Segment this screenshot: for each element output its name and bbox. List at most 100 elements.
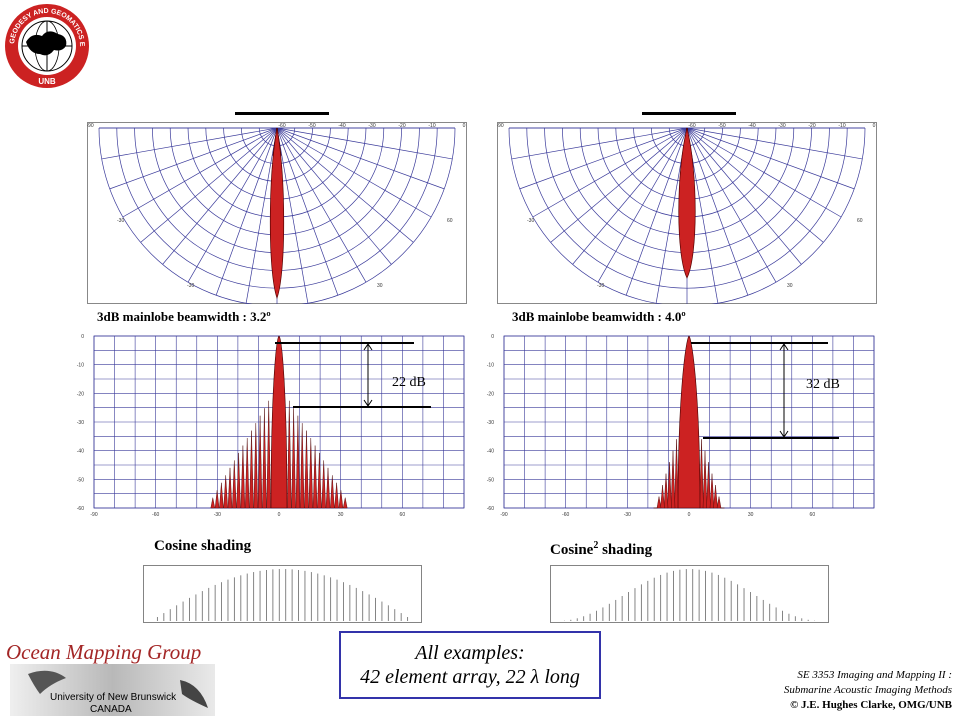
copyright: © J.E. Hughes Clarke, OMG/UNB [790, 699, 952, 711]
cartesian-sidelobe [706, 462, 711, 509]
cartesian-sidelobe [317, 452, 322, 509]
cartesian-sidelobe [674, 439, 679, 509]
polar-angle-label: -30 [368, 123, 375, 129]
cartesian-plot-left-svg: 0 -10 -20 -30 -40 -50 -60 -90 -60 -30 0 30 60 [77, 334, 465, 518]
cartesian-sidelobe [338, 490, 344, 509]
logo-bottom-text: UNB [38, 77, 56, 86]
cartesian-x-tick: -60 [562, 512, 569, 518]
cartesian-y-tick: -50 [77, 477, 84, 483]
polar-spoke [276, 127, 432, 218]
cartesian-sidelobe [312, 445, 318, 509]
course-line-1: SE 3353 Imaging and Mapping II : [797, 669, 952, 681]
cartesian-sidelobe [244, 438, 250, 509]
polar-angle-label: 0 [873, 123, 876, 129]
polar-spoke [140, 127, 278, 243]
polar-angle-label: -40 [338, 123, 345, 129]
beamwidth-caption-right: 3dB mainlobe beamwidth : 4.0º [512, 309, 686, 324]
polar-spoke [572, 127, 688, 265]
shading-plot-right-svg [550, 565, 829, 623]
cartesian-y-tick: -20 [487, 391, 494, 397]
cartesian-x-tick: -90 [90, 512, 97, 518]
polar-inner-label: 30 [377, 283, 383, 289]
polar-spoke [686, 127, 749, 296]
shading-plot-left [143, 565, 422, 623]
level-arrow-head-bottom [779, 430, 789, 438]
polar-spoke [276, 127, 453, 160]
array-bar-right [642, 112, 736, 115]
polar-inner-label: 60 [857, 218, 863, 224]
polar-angle-label: -10 [428, 123, 435, 129]
cartesian-x-tick: 60 [810, 512, 816, 518]
shading-title-right-sup: 2 [593, 540, 599, 551]
cartesian-sidelobe [304, 430, 309, 509]
polar-spoke [187, 127, 278, 283]
cartesian-sidelobe [223, 475, 228, 509]
cartesian-mainlobe [677, 335, 701, 509]
polar-plot-right-svg: -90 -60 -50 -40 -30 -20 -10 0 -30 -30 30 60 [496, 122, 877, 307]
polar-spoke [245, 127, 278, 304]
cartesian-y-tick: -10 [487, 363, 494, 369]
polar-angle-label: -20 [808, 123, 815, 129]
cartesian-y-tick: -20 [77, 391, 84, 397]
polar-inner-label: -30 [527, 218, 534, 224]
cartesian-sidelobe [716, 496, 722, 509]
polar-spoke [550, 127, 688, 243]
sidelobe-label-right: 32 dB [806, 377, 840, 392]
cartesian-x-tick: -90 [500, 512, 507, 518]
polar-spoke [597, 127, 688, 283]
cartesian-sidelobe [308, 438, 314, 509]
summary-box: All examples: 42 element array, 22 λ lon… [339, 631, 601, 699]
cartesian-y-tick: 0 [491, 334, 494, 340]
course-info: SE 3353 Imaging and Mapping II : Submari… [700, 668, 952, 713]
summary-line-2: 42 element array, 22 λ long [360, 666, 580, 688]
shading-title-right-base: Cosine [550, 542, 594, 558]
polar-spoke [276, 127, 445, 190]
cartesian-sidelobe [663, 473, 669, 509]
cartesian-plot-right-svg: 0 -10 -20 -30 -40 -50 -60 -90 -60 -30 0 30 60 [487, 334, 875, 518]
cartesian-sidelobe [236, 452, 241, 509]
cartesian-sidelobe [227, 467, 233, 509]
cartesian-y-tick: -50 [487, 477, 494, 483]
cartesian-sidelobe [702, 450, 708, 509]
cartesian-sidelobe [342, 497, 348, 509]
cartesian-sidelobe [219, 482, 224, 509]
cartesian-sidelobe [214, 490, 220, 509]
polar-angle-label: -90 [497, 123, 504, 129]
sonar-image-icon [10, 664, 215, 716]
shading-title-right: Cosine2 shading [550, 540, 652, 559]
polar-angle-label: -50 [718, 123, 725, 129]
polar-angle-label: -90 [87, 123, 94, 129]
polar-angle-label: -40 [748, 123, 755, 129]
cartesian-x-tick: -30 [624, 512, 631, 518]
cartesian-sidelobe [321, 460, 326, 509]
cartesian-y-tick: 0 [81, 334, 84, 340]
shading-title-left: Cosine shading [154, 538, 252, 554]
cartesian-sidelobe [299, 423, 305, 509]
polar-spoke [686, 127, 802, 265]
cartesian-sidelobe [670, 450, 676, 509]
polar-spoke [686, 127, 855, 190]
level-arrow-head-top [363, 343, 373, 351]
cartesian-sidelobe [240, 445, 246, 509]
polar-plot-left-svg: -90 -60 -50 -40 -30 -20 -10 0 -30 -30 30 60 [86, 122, 467, 307]
summary-line-1: All examples: [415, 642, 525, 664]
cartesian-x-tick: 60 [400, 512, 406, 518]
cartesian-x-tick: 0 [278, 512, 281, 518]
polar-angle-label: -60 [688, 123, 695, 129]
cartesian-sidelobe [699, 439, 704, 509]
polar-angle-label: -10 [838, 123, 845, 129]
cartesian-x-tick: 30 [748, 512, 754, 518]
shading-frame [143, 565, 422, 623]
cartesian-sidelobe [334, 482, 339, 509]
polar-angle-label: -30 [778, 123, 785, 129]
cartesian-sidelobe [656, 496, 662, 509]
polar-spoke [109, 127, 278, 190]
shading-frame [550, 565, 829, 623]
cartesian-y-tick: -40 [77, 449, 84, 455]
polar-inner-label: 30 [787, 283, 793, 289]
cartesian-sidelobe [257, 415, 263, 509]
group-name: Ocean Mapping Group [6, 640, 202, 664]
shading-title-right-rest: shading [598, 542, 653, 558]
cartesian-y-tick: -30 [487, 420, 494, 426]
polar-inner-label: -30 [187, 283, 194, 289]
